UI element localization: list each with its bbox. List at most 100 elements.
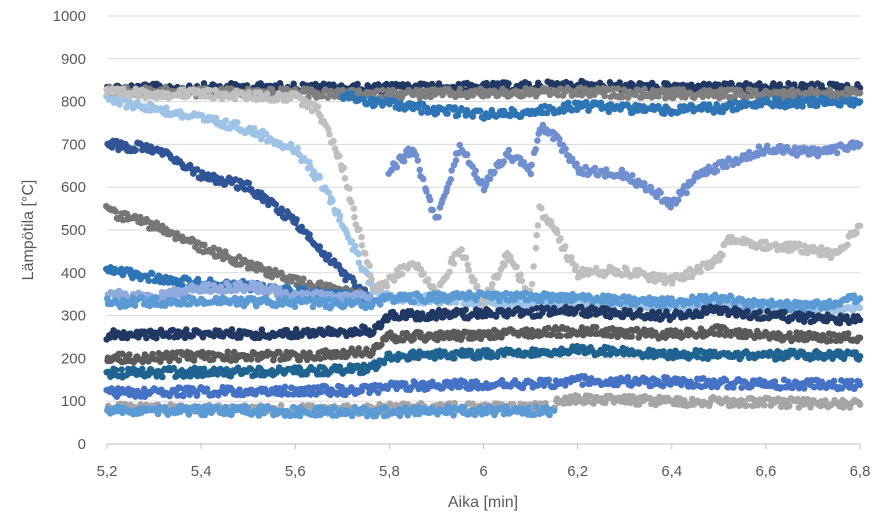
data-point [568, 254, 575, 261]
data-point [383, 282, 391, 290]
data-point [856, 84, 864, 92]
data-point [307, 163, 314, 171]
data-point [300, 275, 307, 283]
data-point [132, 146, 139, 154]
data-point [348, 238, 356, 245]
data-point [126, 351, 133, 358]
data-point [340, 164, 348, 171]
data-point [422, 93, 429, 100]
data-point [473, 282, 481, 290]
data-point [149, 270, 156, 278]
data-point [420, 175, 427, 183]
data-point [358, 233, 365, 241]
data-point [489, 280, 496, 288]
data-point [351, 242, 359, 250]
data-points [103, 77, 864, 420]
data-point [465, 266, 473, 274]
data-point [152, 294, 160, 302]
data-point [374, 87, 381, 94]
data-point [414, 157, 422, 164]
data-point [591, 164, 599, 172]
data-point [398, 270, 406, 278]
data-point [190, 357, 198, 364]
data-point [568, 155, 576, 163]
data-point [456, 85, 464, 93]
data-point [416, 166, 424, 174]
data-point [683, 189, 690, 197]
data-point [163, 104, 170, 111]
data-point [517, 271, 524, 279]
data-point [330, 137, 337, 145]
series-14 [103, 342, 864, 381]
data-point [532, 244, 540, 252]
data-point [532, 146, 539, 153]
data-point [336, 212, 344, 220]
data-point [131, 302, 139, 309]
data-point [444, 110, 451, 117]
data-point [518, 277, 526, 285]
data-point [451, 355, 458, 362]
data-point [341, 175, 349, 182]
data-point [527, 170, 535, 178]
data-point [534, 222, 542, 229]
data-point [586, 311, 594, 319]
data-point [856, 222, 864, 230]
data-point [272, 201, 280, 208]
data-point [334, 87, 342, 94]
data-point [856, 334, 864, 342]
data-point [458, 246, 465, 253]
data-point [366, 262, 373, 269]
series-6 [385, 121, 864, 221]
data-point [562, 145, 569, 153]
data-point [329, 197, 336, 205]
data-point [674, 196, 682, 204]
data-point [530, 263, 537, 270]
data-point [201, 241, 208, 249]
data-point [368, 276, 375, 283]
data-point [429, 206, 437, 214]
data-point [538, 204, 545, 212]
data-point [856, 98, 864, 105]
data-point [355, 259, 363, 267]
data-point [447, 176, 455, 183]
data-point [206, 87, 213, 94]
data-point [471, 276, 478, 284]
data-point [557, 235, 564, 242]
data-point [346, 185, 353, 192]
data-point [856, 304, 864, 312]
data-point [632, 91, 639, 99]
data-point [601, 92, 608, 100]
data-point [641, 180, 648, 187]
data-point [245, 179, 253, 187]
data-point [557, 332, 564, 340]
data-point [629, 172, 636, 179]
data-point [112, 366, 120, 374]
data-point [719, 252, 726, 259]
data-point [294, 144, 302, 152]
data-point [657, 189, 664, 196]
data-point [476, 107, 484, 115]
data-point [262, 130, 270, 138]
data-point [491, 168, 498, 176]
data-point [781, 308, 788, 316]
data-point [616, 300, 624, 308]
data-point [572, 262, 580, 270]
data-point [744, 308, 751, 315]
data-point [592, 324, 600, 331]
data-point [723, 163, 730, 171]
data-point [513, 263, 520, 271]
data-point [452, 299, 460, 306]
data-point [404, 81, 412, 88]
data-point [356, 226, 363, 233]
data-point [561, 243, 569, 250]
data-point [222, 117, 230, 124]
data-point [355, 250, 362, 258]
data-point [700, 80, 708, 88]
data-point [786, 330, 793, 337]
data-point [641, 85, 648, 93]
data-point [316, 243, 324, 250]
data-point [853, 229, 860, 237]
data-point [505, 80, 512, 87]
data-point [314, 103, 322, 110]
